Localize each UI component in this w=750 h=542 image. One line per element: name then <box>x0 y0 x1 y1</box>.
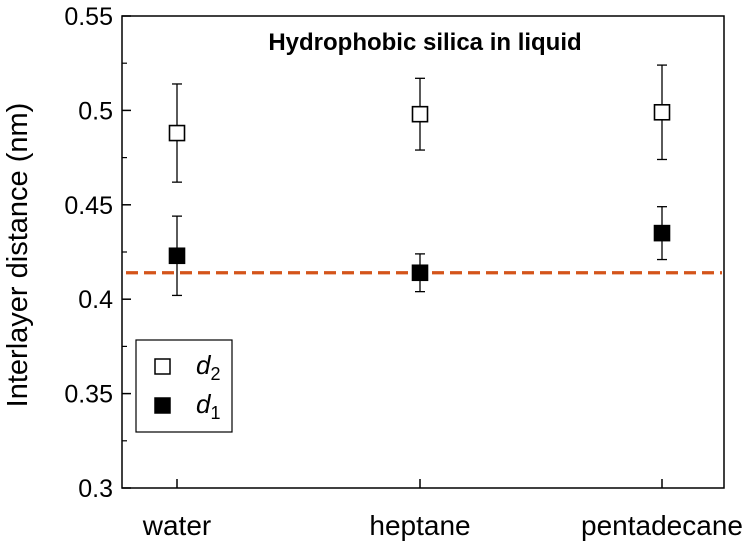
y-tick-label: 0.4 <box>78 286 113 314</box>
x-tick-label: heptane <box>369 510 470 541</box>
x-tick-label: pentadecane <box>581 510 743 541</box>
y-axis-title: Interlayer distance (nm) <box>2 103 34 408</box>
y-tick-label: 0.35 <box>64 381 113 409</box>
legend-label-d1: d1 <box>196 389 220 423</box>
data-point-d1 <box>411 264 429 282</box>
plot-area: 0.3 0.35 0.4 0.45 0.5 0.55 water heptane pentad… <box>64 3 743 541</box>
y-tick-label: 0.5 <box>78 97 113 125</box>
legend-label-d2: d2 <box>196 350 220 384</box>
y-tick-label: 0.55 <box>64 3 113 31</box>
legend: d2 d1 <box>135 339 233 433</box>
data-point-d1 <box>653 224 671 242</box>
y-tick-label: 0.3 <box>78 475 113 503</box>
legend-box <box>135 339 233 433</box>
legend-marker-d2 <box>154 358 171 375</box>
legend-marker-d1 <box>154 397 171 414</box>
y-tick-label: 0.45 <box>64 192 113 220</box>
x-tick-label: water <box>142 510 211 541</box>
data-point-d1 <box>168 247 186 265</box>
data-point-d2 <box>168 124 186 142</box>
data-point-d2 <box>653 103 671 121</box>
chart-title: Hydrophobic silica in liquid <box>268 29 581 56</box>
data-point-d2 <box>411 105 429 123</box>
